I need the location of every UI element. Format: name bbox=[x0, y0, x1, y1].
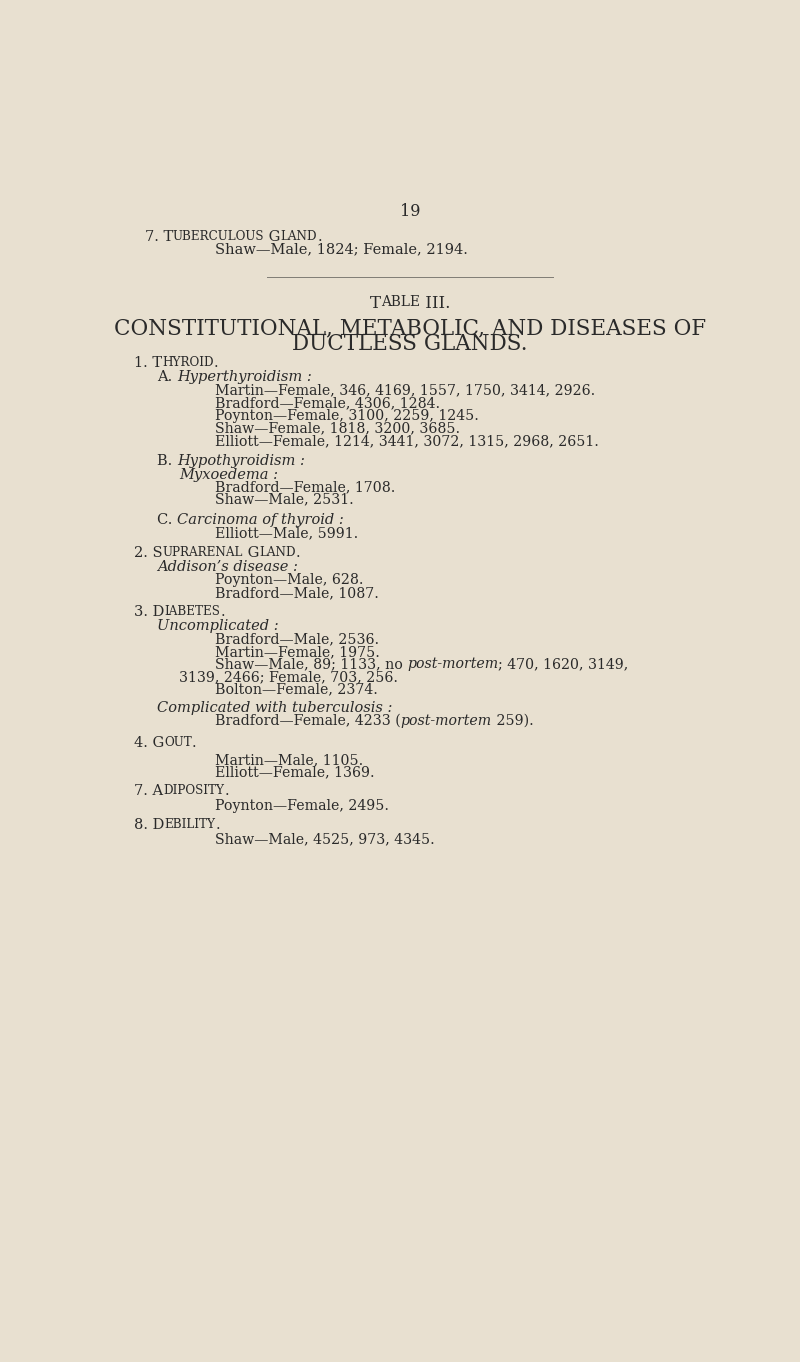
Text: UPRARENAL: UPRARENAL bbox=[162, 546, 243, 560]
Text: .: . bbox=[215, 817, 220, 832]
Text: 4. G: 4. G bbox=[134, 735, 164, 750]
Text: Shaw—Female, 1818, 3200, 3685.: Shaw—Female, 1818, 3200, 3685. bbox=[214, 421, 460, 436]
Text: .: . bbox=[220, 605, 225, 618]
Text: Martin—Female, 346, 4169, 1557, 1750, 3414, 2926.: Martin—Female, 346, 4169, 1557, 1750, 34… bbox=[214, 384, 595, 398]
Text: G: G bbox=[264, 230, 281, 244]
Text: 2. S: 2. S bbox=[134, 546, 162, 560]
Text: UBERCULOUS: UBERCULOUS bbox=[173, 230, 264, 242]
Text: post-mortem: post-mortem bbox=[401, 714, 491, 729]
Text: Shaw—Male, 2531.: Shaw—Male, 2531. bbox=[214, 493, 354, 507]
Text: 3139, 2466; Female, 703, 256.: 3139, 2466; Female, 703, 256. bbox=[178, 670, 398, 684]
Text: OUT: OUT bbox=[164, 735, 192, 749]
Text: Bradford—Female, 4306, 1284.: Bradford—Female, 4306, 1284. bbox=[214, 396, 440, 410]
Text: 3. D: 3. D bbox=[134, 605, 165, 618]
Text: 259).: 259). bbox=[491, 714, 534, 729]
Text: Shaw—Male, 4525, 973, 4345.: Shaw—Male, 4525, 973, 4345. bbox=[214, 832, 434, 847]
Text: Poynton—Female, 3100, 2259, 1245.: Poynton—Female, 3100, 2259, 1245. bbox=[214, 409, 478, 422]
Text: 7. A: 7. A bbox=[134, 785, 163, 798]
Text: Shaw—Male, 89; 1133, no: Shaw—Male, 89; 1133, no bbox=[214, 658, 407, 671]
Text: Bradford—Male, 1087.: Bradford—Male, 1087. bbox=[214, 586, 378, 601]
Text: Poynton—Male, 628.: Poynton—Male, 628. bbox=[214, 573, 363, 587]
Text: HYROID: HYROID bbox=[162, 357, 214, 369]
Text: post-mortem: post-mortem bbox=[407, 658, 498, 671]
Text: Addison’s disease :: Addison’s disease : bbox=[157, 560, 298, 573]
Text: Bradford—Female, 4233 (: Bradford—Female, 4233 ( bbox=[214, 714, 401, 729]
Text: C.: C. bbox=[157, 512, 177, 527]
Text: ; 470, 1620, 3149,: ; 470, 1620, 3149, bbox=[498, 658, 629, 671]
Text: 1. T: 1. T bbox=[134, 357, 162, 370]
Text: .: . bbox=[192, 735, 197, 750]
Text: Hyperthyroidism :: Hyperthyroidism : bbox=[177, 370, 312, 384]
Text: Hypothyroidism :: Hypothyroidism : bbox=[177, 454, 305, 469]
Text: G: G bbox=[243, 546, 259, 560]
Text: .: . bbox=[224, 785, 229, 798]
Text: .: . bbox=[296, 546, 301, 560]
Text: Martin—Female, 1975.: Martin—Female, 1975. bbox=[214, 644, 379, 659]
Text: Bradford—Female, 1708.: Bradford—Female, 1708. bbox=[214, 481, 395, 494]
Text: CONSTITUTIONAL, METABOLIC, AND DISEASES OF: CONSTITUTIONAL, METABOLIC, AND DISEASES … bbox=[114, 317, 706, 339]
Text: LAND: LAND bbox=[281, 230, 318, 242]
Text: .: . bbox=[318, 230, 322, 244]
Text: Myxoedema :: Myxoedema : bbox=[178, 467, 278, 482]
Text: IABETES: IABETES bbox=[165, 605, 220, 618]
Text: Uncomplicated :: Uncomplicated : bbox=[157, 618, 278, 632]
Text: Elliott—Female, 1214, 3441, 3072, 1315, 2968, 2651.: Elliott—Female, 1214, 3441, 3072, 1315, … bbox=[214, 434, 598, 448]
Text: .: . bbox=[214, 357, 218, 370]
Text: Martin—Male, 1105.: Martin—Male, 1105. bbox=[214, 753, 363, 767]
Text: EBILITY: EBILITY bbox=[165, 817, 215, 831]
Text: 19: 19 bbox=[400, 203, 420, 221]
Text: T: T bbox=[370, 294, 381, 312]
Text: Elliott—Female, 1369.: Elliott—Female, 1369. bbox=[214, 765, 374, 779]
Text: Elliott—Male, 5991.: Elliott—Male, 5991. bbox=[214, 526, 358, 541]
Text: Poynton—Female, 2495.: Poynton—Female, 2495. bbox=[214, 799, 389, 813]
Text: B.: B. bbox=[157, 454, 177, 469]
Text: A.: A. bbox=[157, 370, 177, 384]
Text: Carcinoma of thyroid :: Carcinoma of thyroid : bbox=[177, 512, 344, 527]
Text: ABLE: ABLE bbox=[381, 294, 420, 309]
Text: 7. T: 7. T bbox=[145, 230, 173, 244]
Text: Bolton—Female, 2374.: Bolton—Female, 2374. bbox=[214, 682, 378, 696]
Text: LAND: LAND bbox=[259, 546, 296, 560]
Text: III.: III. bbox=[420, 294, 450, 312]
Text: Complicated with tuberculosis :: Complicated with tuberculosis : bbox=[157, 701, 393, 715]
Text: Bradford—Male, 2536.: Bradford—Male, 2536. bbox=[214, 632, 379, 646]
Text: DUCTLESS GLANDS.: DUCTLESS GLANDS. bbox=[292, 334, 528, 355]
Text: 8. D: 8. D bbox=[134, 817, 165, 832]
Text: DIPOSITY: DIPOSITY bbox=[163, 785, 224, 797]
Text: Shaw—Male, 1824; Female, 2194.: Shaw—Male, 1824; Female, 2194. bbox=[214, 242, 467, 256]
